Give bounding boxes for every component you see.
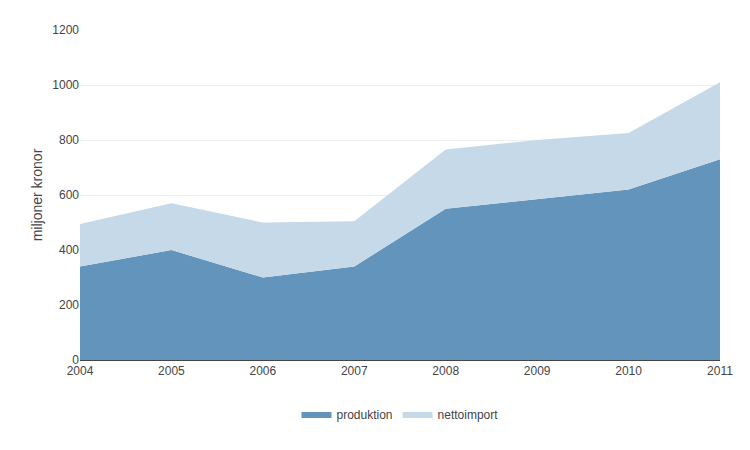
svg-text:nettoimport: nettoimport (438, 408, 499, 422)
svg-text:800: 800 (59, 133, 79, 147)
svg-text:600: 600 (59, 188, 79, 202)
svg-text:0: 0 (72, 353, 79, 367)
svg-text:2010: 2010 (615, 364, 642, 378)
svg-text:400: 400 (59, 243, 79, 257)
svg-text:2005: 2005 (158, 364, 185, 378)
svg-text:200: 200 (59, 298, 79, 312)
svg-text:2008: 2008 (432, 364, 459, 378)
svg-text:2004: 2004 (67, 364, 94, 378)
svg-text:1000: 1000 (52, 78, 79, 92)
svg-text:1200: 1200 (52, 23, 79, 37)
svg-text:2009: 2009 (524, 364, 551, 378)
svg-text:2011: 2011 (707, 364, 733, 378)
svg-text:2006: 2006 (250, 364, 277, 378)
svg-text:miljoner kronor: miljoner kronor (29, 148, 45, 241)
svg-text:produktion: produktion (337, 408, 393, 422)
svg-text:2007: 2007 (341, 364, 368, 378)
